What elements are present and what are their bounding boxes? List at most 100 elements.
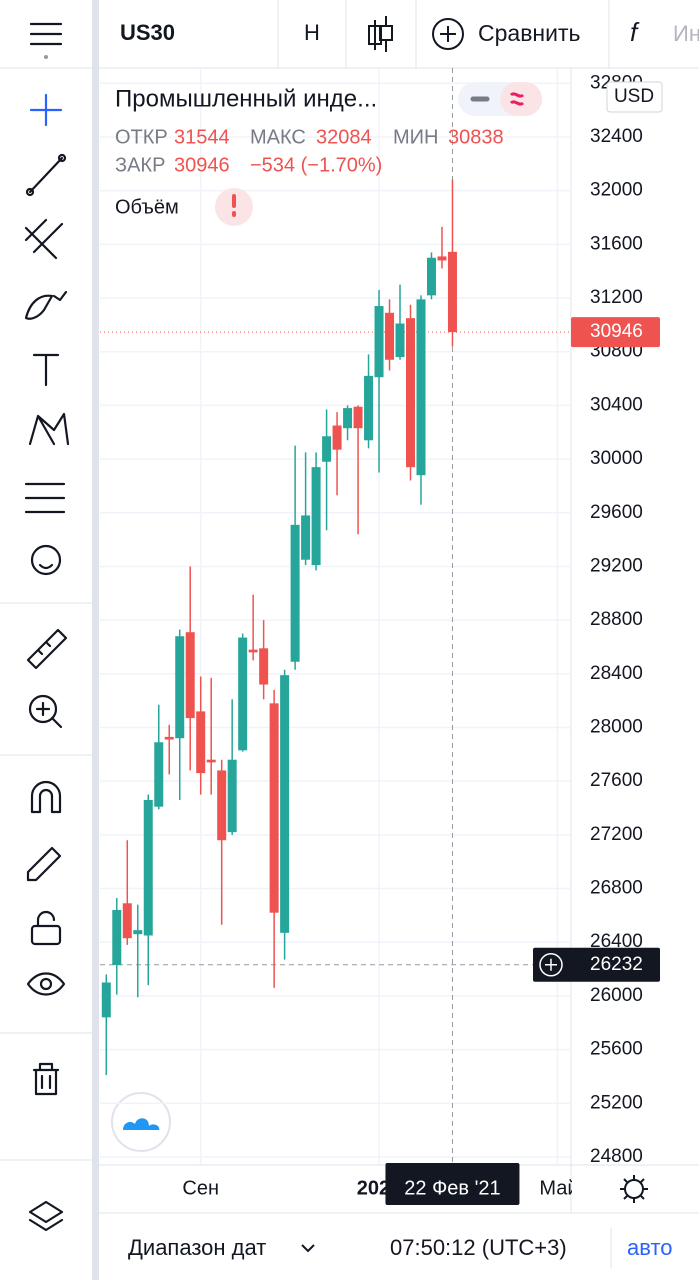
y-tick-label: 32000 — [590, 180, 643, 201]
candle-body — [101, 982, 111, 1018]
legend-value: 32084 — [316, 126, 372, 148]
sidebar-icons — [24, 22, 70, 1232]
legend-label: МИН — [393, 126, 438, 148]
candle-body — [301, 515, 311, 560]
y-tick-label: 25200 — [590, 1092, 643, 1113]
trend-tool[interactable] — [28, 156, 64, 194]
magnet-tool[interactable] — [30, 780, 62, 814]
brush-tool[interactable] — [24, 290, 68, 320]
compare-icon[interactable] — [432, 18, 464, 50]
chevron — [301, 1244, 315, 1253]
candle-body — [322, 436, 332, 462]
clock: 07:50:12 (UTC+3) — [390, 1235, 567, 1260]
candle-body — [353, 406, 363, 429]
y-tick-label: 30000 — [590, 448, 643, 469]
x-tick-label: Май — [539, 1177, 578, 1199]
grid — [100, 68, 571, 1165]
candle-body — [238, 637, 248, 751]
y-tick-label: 28400 — [590, 663, 643, 684]
indicators[interactable]: Ин — [673, 21, 699, 46]
candle-body — [217, 770, 227, 841]
candle-body — [122, 903, 132, 939]
prediction-tool[interactable] — [24, 482, 66, 514]
crosshair-price-box — [533, 947, 660, 982]
interval[interactable]: Н — [304, 20, 320, 45]
lock-draw-tool[interactable] — [26, 846, 62, 882]
y-tick-label: 31600 — [590, 233, 643, 254]
date-range[interactable]: Диапазон дат — [128, 1235, 266, 1260]
legend-pill[interactable] — [458, 82, 542, 116]
y-tick-label: 30400 — [590, 394, 643, 415]
candle-body — [196, 711, 206, 774]
legend-label: ЗАКР — [115, 154, 165, 176]
candle-body — [447, 251, 457, 333]
text-tool[interactable] — [32, 353, 60, 387]
candle-body — [374, 306, 384, 378]
menu-icon[interactable] — [29, 22, 63, 46]
symbol[interactable]: US30 — [120, 20, 175, 45]
legend-value: 31544 — [174, 126, 230, 148]
candle-body — [290, 524, 300, 662]
legend-value: 30946 — [174, 154, 230, 176]
y-tick-label: 24800 — [590, 1146, 643, 1167]
y-tick-label: 25600 — [590, 1039, 643, 1060]
candle-body — [385, 312, 395, 360]
candle-body — [332, 425, 342, 450]
y-tick-label: 26800 — [590, 878, 643, 899]
sidebar-border — [92, 0, 99, 1280]
candle-body — [311, 467, 321, 566]
candle-body — [143, 799, 153, 936]
candle-body — [269, 703, 279, 913]
candle-body — [395, 323, 405, 358]
candle-body — [112, 910, 122, 966]
candle-body — [133, 930, 143, 935]
y-tick-label: 31200 — [590, 287, 643, 308]
candle-body — [426, 257, 436, 296]
zoom-tool[interactable] — [28, 694, 58, 724]
delete-tool[interactable] — [32, 1062, 60, 1096]
candle-body — [416, 299, 426, 476]
legend-value: 30838 — [448, 126, 504, 148]
y-tick-label: 28800 — [590, 609, 643, 630]
legend-label: МАКС — [250, 126, 306, 148]
crosshair-add-plus — [545, 958, 557, 971]
currency-box[interactable] — [606, 81, 663, 113]
candle-body — [259, 648, 269, 685]
candle-body — [175, 636, 185, 739]
hide-tool[interactable] — [26, 972, 66, 996]
last-price: 30946 — [590, 321, 643, 342]
y-tick-label: 32400 — [590, 126, 643, 147]
gann-tool[interactable] — [24, 218, 64, 260]
fx-icon[interactable]: f — [630, 17, 640, 47]
layers-tool[interactable] — [28, 1200, 64, 1232]
candle-body — [164, 736, 174, 740]
x-tick-label: Сен — [182, 1177, 219, 1199]
volume-alert[interactable] — [215, 188, 253, 226]
emoji-tool[interactable] — [30, 544, 62, 576]
y-tick-label: 26400 — [590, 931, 643, 952]
instrument-name: Промышленный инде... — [115, 85, 377, 112]
candle-body — [185, 632, 195, 719]
top-icons: f — [368, 16, 640, 52]
ruler-tool[interactable] — [26, 628, 68, 670]
crosshair-date-box — [385, 1163, 520, 1205]
logo-cloud — [123, 1118, 160, 1130]
candle-body — [206, 759, 216, 763]
lock-tool[interactable] — [30, 924, 62, 946]
candle-body — [437, 256, 447, 261]
crosshair-tool[interactable] — [29, 93, 63, 127]
candle-body — [343, 408, 353, 429]
auto-scale[interactable]: авто — [627, 1235, 673, 1260]
legend-label: ОТКР — [115, 126, 168, 148]
candle-body — [154, 742, 164, 807]
candle-body — [280, 675, 290, 933]
crosshair-add — [539, 953, 563, 977]
candle-body — [406, 318, 416, 468]
chart-type-icon[interactable] — [368, 16, 393, 52]
compare[interactable]: Сравнить — [478, 20, 580, 46]
pattern-tool[interactable] — [28, 412, 70, 446]
currency: USD — [614, 86, 654, 107]
crosshair-price: 26232 — [590, 954, 643, 975]
